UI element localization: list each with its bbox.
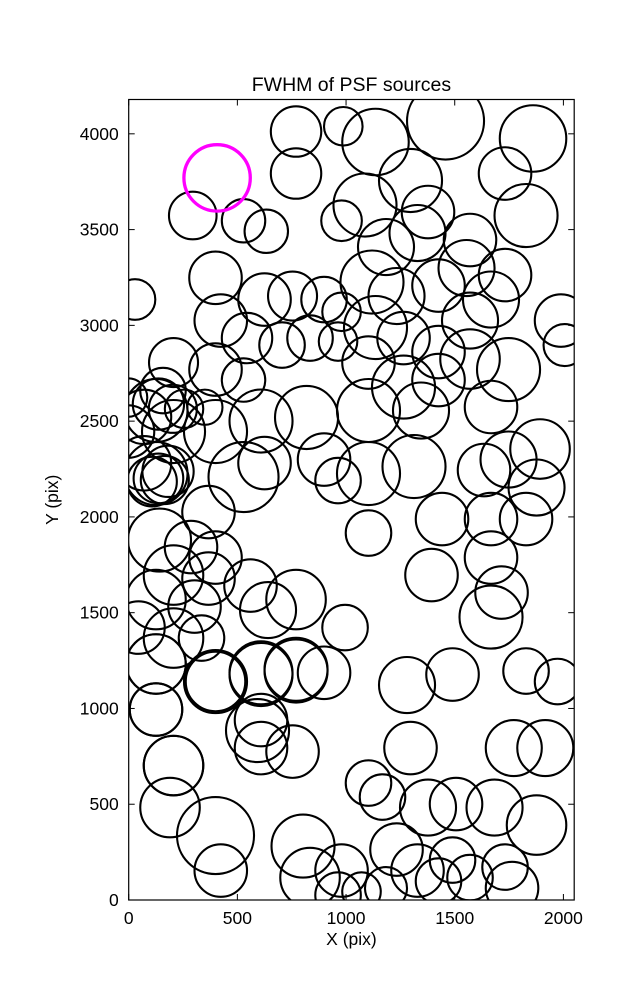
svg-text:500: 500 xyxy=(223,908,252,928)
svg-text:2500: 2500 xyxy=(80,411,119,431)
svg-text:1000: 1000 xyxy=(327,908,366,928)
svg-text:1000: 1000 xyxy=(80,698,119,718)
svg-text:1500: 1500 xyxy=(80,603,119,623)
svg-text:500: 500 xyxy=(89,794,118,814)
svg-text:FWHM of PSF sources: FWHM of PSF sources xyxy=(252,74,452,96)
svg-text:3000: 3000 xyxy=(80,315,119,335)
svg-text:3500: 3500 xyxy=(80,220,119,240)
svg-text:0: 0 xyxy=(109,890,119,910)
svg-text:4000: 4000 xyxy=(80,124,119,144)
svg-text:Y (pix): Y (pix) xyxy=(42,475,62,525)
svg-text:1500: 1500 xyxy=(435,908,474,928)
svg-text:X (pix): X (pix) xyxy=(326,929,377,949)
svg-text:2000: 2000 xyxy=(544,908,583,928)
svg-text:0: 0 xyxy=(124,908,134,928)
svg-text:2000: 2000 xyxy=(80,507,119,527)
